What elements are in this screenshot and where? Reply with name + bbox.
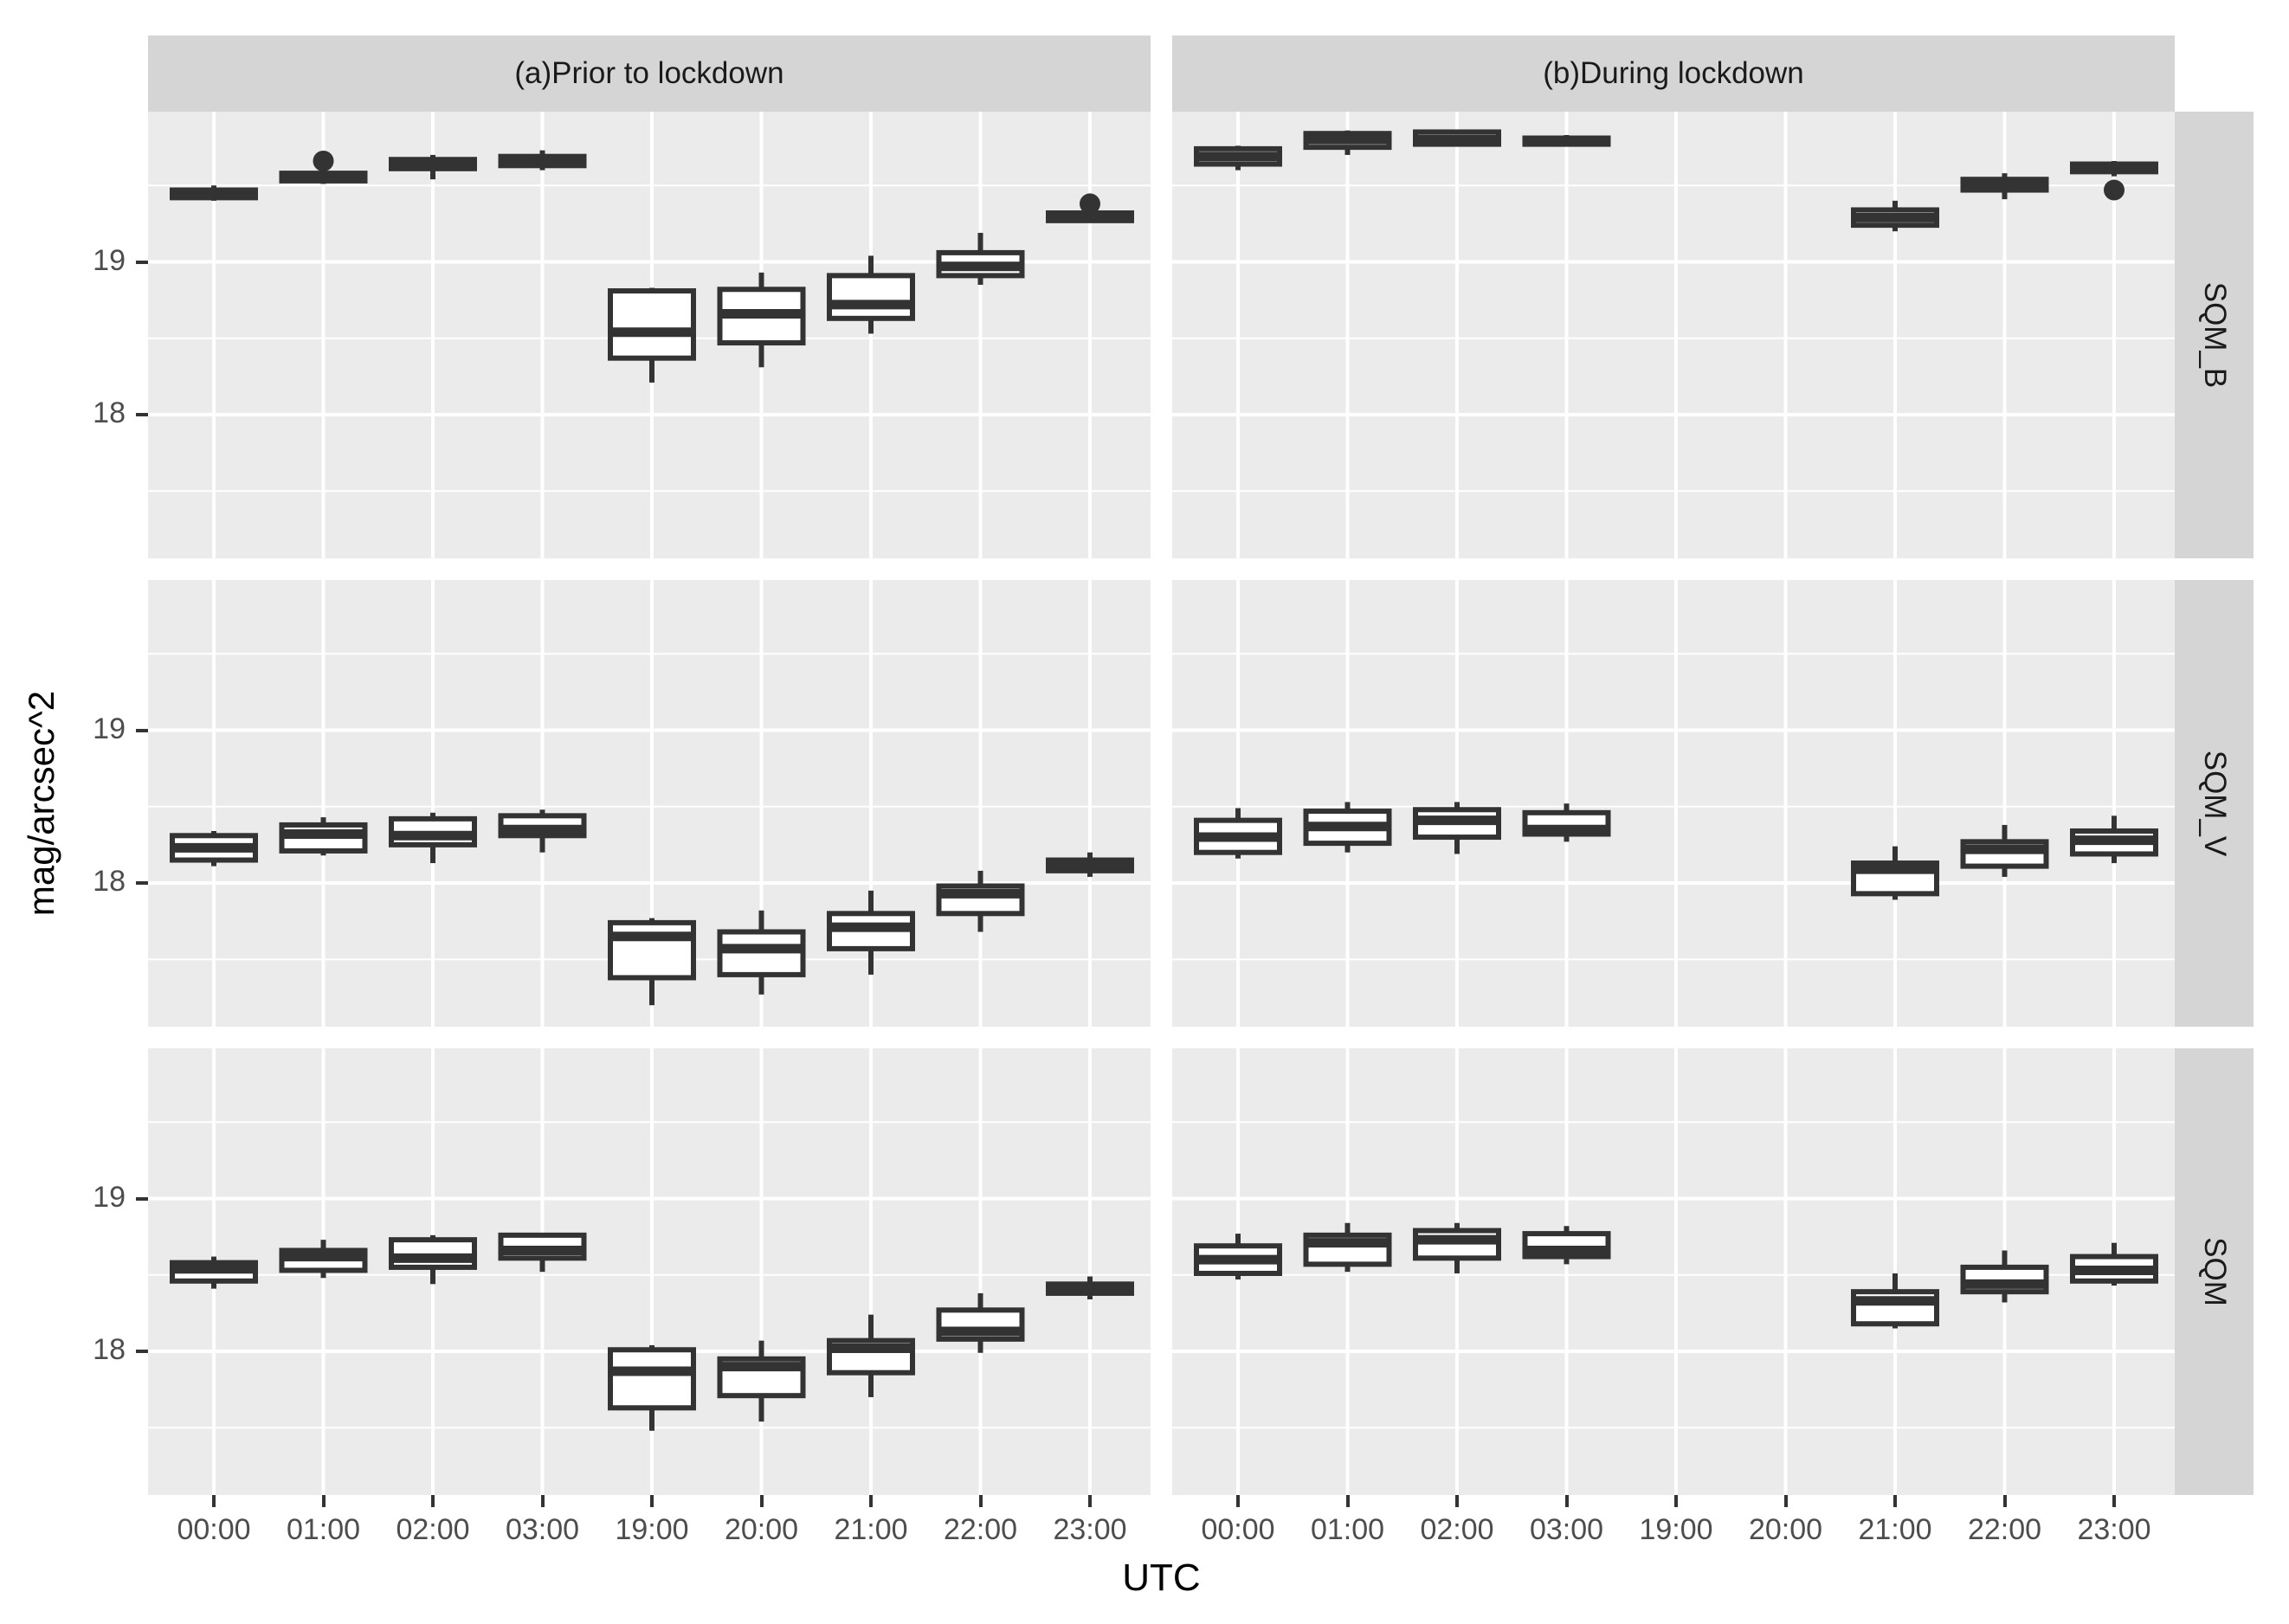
panel-sqm-v-during bbox=[1172, 580, 2175, 1027]
x-axis-tick bbox=[1674, 1495, 1678, 1507]
facet-strip-sqm-b-label: SQM_B bbox=[2197, 281, 2232, 389]
facet-strip-prior: (a)Prior to lockdown bbox=[148, 35, 1151, 112]
x-axis-tick-label: 00:00 bbox=[177, 1513, 251, 1546]
x-axis-tick bbox=[650, 1495, 654, 1507]
facet-strip-sqm-v: SQM_V bbox=[2175, 580, 2254, 1027]
x-axis-tick-label: 02:00 bbox=[396, 1513, 470, 1546]
x-axis-tick bbox=[978, 1495, 983, 1507]
x-axis-tick-label: 22:00 bbox=[1967, 1513, 2042, 1546]
y-axis-tick-label: 18 bbox=[93, 396, 126, 429]
y-axis-tick-label: 19 bbox=[93, 243, 126, 277]
facet-strip-sqm: SQM bbox=[2175, 1048, 2254, 1495]
panel-sqm-v-prior bbox=[148, 580, 1151, 1027]
x-axis-tick bbox=[1893, 1495, 1897, 1507]
x-axis-tick-label: 22:00 bbox=[943, 1513, 1018, 1546]
y-axis-tick-label: 19 bbox=[93, 1180, 126, 1214]
x-axis-tick-label: 20:00 bbox=[724, 1513, 799, 1546]
y-axis-tick bbox=[136, 260, 148, 264]
x-axis-tick-label: 02:00 bbox=[1420, 1513, 1494, 1546]
x-axis-tick bbox=[1783, 1495, 1788, 1507]
x-axis-tick bbox=[1088, 1495, 1092, 1507]
x-axis-tick bbox=[1564, 1495, 1569, 1507]
x-axis-tick-label: 01:00 bbox=[286, 1513, 361, 1546]
x-axis-tick-label: 19:00 bbox=[1639, 1513, 1713, 1546]
x-axis-tick bbox=[2112, 1495, 2116, 1507]
x-axis-tick bbox=[1345, 1495, 1350, 1507]
y-axis-tick bbox=[136, 728, 148, 732]
x-axis-tick bbox=[212, 1495, 216, 1507]
x-axis-tick bbox=[759, 1495, 764, 1507]
x-axis-tick-label: 01:00 bbox=[1310, 1513, 1385, 1546]
y-axis-tick bbox=[136, 1350, 148, 1353]
y-axis-tick bbox=[136, 881, 148, 885]
x-axis-tick-label: 19:00 bbox=[615, 1513, 689, 1546]
x-axis-tick bbox=[1455, 1495, 1459, 1507]
panel-sqm-during bbox=[1172, 1048, 2175, 1495]
x-axis-tick bbox=[2002, 1495, 2007, 1507]
x-axis-tick bbox=[540, 1495, 545, 1507]
facet-strip-sqm-b: SQM_B bbox=[2175, 112, 2254, 558]
x-axis-tick-label: 21:00 bbox=[834, 1513, 908, 1546]
panel-sqm-prior bbox=[148, 1048, 1151, 1495]
x-axis-title: UTC bbox=[1122, 1556, 1201, 1599]
x-axis-tick-label: 03:00 bbox=[505, 1513, 580, 1546]
x-axis-tick bbox=[869, 1495, 873, 1507]
x-axis-tick bbox=[431, 1495, 435, 1507]
facet-strip-sqm-v-label: SQM_V bbox=[2197, 750, 2232, 857]
facet-strip-sqm-label: SQM bbox=[2197, 1237, 2232, 1306]
x-axis-tick-label: 21:00 bbox=[1858, 1513, 1932, 1546]
x-axis-tick bbox=[321, 1495, 326, 1507]
x-axis-tick-label: 23:00 bbox=[2077, 1513, 2151, 1546]
y-axis-tick-label: 18 bbox=[93, 865, 126, 898]
facet-strip-prior-label: (a)Prior to lockdown bbox=[514, 56, 784, 90]
panel-sqm-b-prior bbox=[148, 112, 1151, 558]
x-axis-tick bbox=[1236, 1495, 1240, 1507]
y-axis-tick-label: 18 bbox=[93, 1333, 126, 1366]
x-axis-tick-label: 00:00 bbox=[1201, 1513, 1275, 1546]
y-axis-tick bbox=[136, 1196, 148, 1201]
x-axis-tick-label: 23:00 bbox=[1053, 1513, 1127, 1546]
x-axis-tick-label: 20:00 bbox=[1748, 1513, 1823, 1546]
y-axis-tick-label: 19 bbox=[93, 712, 126, 745]
panel-sqm-b-during bbox=[1172, 112, 2175, 558]
y-axis-tick bbox=[136, 413, 148, 416]
facet-strip-during-label: (b)During lockdown bbox=[1543, 56, 1804, 90]
x-axis-tick-label: 03:00 bbox=[1529, 1513, 1604, 1546]
facet-strip-during: (b)During lockdown bbox=[1172, 35, 2175, 112]
